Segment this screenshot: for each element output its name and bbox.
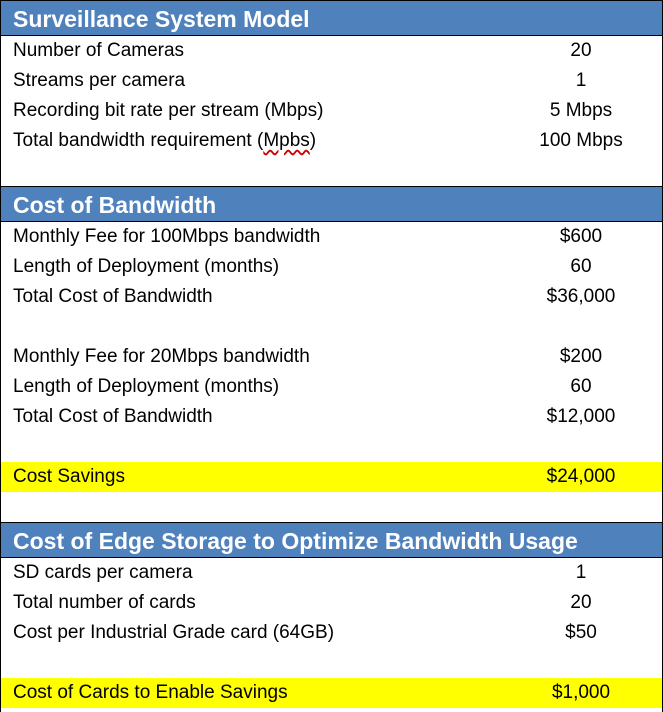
- row-label: Total number of cards: [13, 592, 196, 613]
- row-value: $1,000: [551, 682, 611, 703]
- row-label: Streams per camera: [13, 70, 186, 91]
- section-title: Surveillance System Model: [13, 6, 310, 32]
- row-label: Total bandwidth requirement (Mpbs): [13, 126, 316, 156]
- cost-savings-row: Cost Savings $24,000: [1, 462, 662, 492]
- row-value: 5 Mbps: [549, 100, 613, 121]
- section-title: Cost of Edge Storage to Optimize Bandwid…: [13, 528, 578, 554]
- row-label: Total Cost of Bandwidth: [13, 406, 213, 427]
- row-value: 100 Mbps: [539, 130, 623, 151]
- row-label: Total Cost of Bandwidth: [13, 286, 213, 307]
- row-label: Monthly Fee for 100Mbps bandwidth: [13, 226, 321, 247]
- row-label: Cost of Cards to Enable Savings: [13, 682, 288, 703]
- row-value: 60: [570, 376, 592, 397]
- section-title: Cost of Bandwidth: [13, 192, 217, 218]
- blank-row: [1, 432, 662, 462]
- row-value: $24,000: [546, 466, 616, 487]
- row-value: $600: [559, 226, 603, 247]
- table-row: Cost per Industrial Grade card (64GB) $5…: [1, 618, 662, 648]
- table-row: SD cards per camera 1: [1, 558, 662, 588]
- row-value: $12,000: [546, 406, 616, 427]
- table-row: Length of Deployment (months) 60: [1, 372, 662, 402]
- table-row: Total Cost of Bandwidth $12,000: [1, 402, 662, 432]
- row-label: Cost per Industrial Grade card (64GB): [13, 622, 335, 643]
- row-value: 1: [575, 70, 587, 91]
- section-header-cost-of-bandwidth: Cost of Bandwidth: [1, 186, 662, 222]
- blank-row: [1, 648, 662, 678]
- table-row: Length of Deployment (months) 60: [1, 252, 662, 282]
- table-row: Monthly Fee for 20Mbps bandwidth $200: [1, 342, 662, 372]
- row-value: 20: [570, 40, 592, 61]
- label-suffix: ): [309, 130, 317, 151]
- row-label: Cost Savings: [13, 466, 125, 487]
- row-value: $50: [565, 622, 597, 643]
- label-prefix: Total bandwidth requirement (: [13, 130, 264, 151]
- row-value: $200: [559, 346, 603, 367]
- row-label: Length of Deployment (months): [13, 256, 280, 277]
- table-row: Total bandwidth requirement (Mpbs) 100 M…: [1, 126, 662, 156]
- blank-row: [1, 492, 662, 522]
- cost-of-cards-row: Cost of Cards to Enable Savings $1,000: [1, 678, 662, 708]
- spellcheck-flagged-word: Mpbs: [263, 130, 310, 151]
- row-label: Number of Cameras: [13, 40, 185, 61]
- row-value: 20: [570, 592, 592, 613]
- table-row: Number of Cameras 20: [1, 36, 662, 66]
- blank-row: [1, 312, 662, 342]
- section-header-surveillance-model: Surveillance System Model: [1, 0, 662, 36]
- table-row: Total Cost of Bandwidth $36,000: [1, 282, 662, 312]
- row-value: 60: [570, 256, 592, 277]
- row-value: $36,000: [546, 286, 616, 307]
- table-row: Total number of cards 20: [1, 588, 662, 618]
- row-label: Length of Deployment (months): [13, 376, 280, 397]
- table-row: Streams per camera 1: [1, 66, 662, 96]
- section-header-edge-storage: Cost of Edge Storage to Optimize Bandwid…: [1, 522, 662, 558]
- table-row: Monthly Fee for 100Mbps bandwidth $600: [1, 222, 662, 252]
- table-row: Recording bit rate per stream (Mbps) 5 M…: [1, 96, 662, 126]
- row-label: SD cards per camera: [13, 562, 193, 583]
- row-label: Recording bit rate per stream (Mbps): [13, 100, 324, 121]
- row-value: 1: [575, 562, 587, 583]
- blank-row: [1, 156, 662, 186]
- row-label: Monthly Fee for 20Mbps bandwidth: [13, 346, 310, 367]
